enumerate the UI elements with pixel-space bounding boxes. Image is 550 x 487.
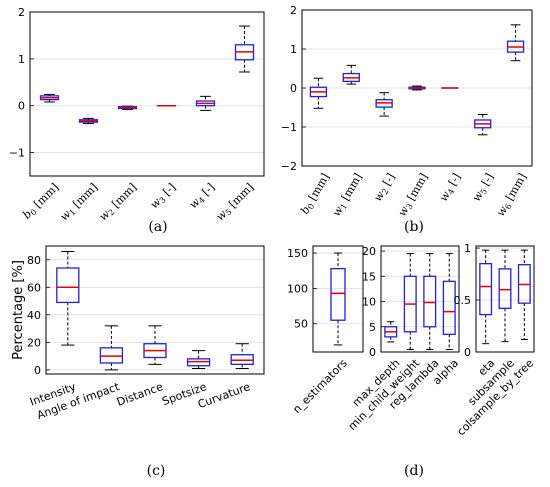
b-ytick-label: −2 xyxy=(281,160,297,173)
b-box-6 xyxy=(506,24,525,62)
d1-frame xyxy=(380,245,460,353)
d1-box-body xyxy=(442,280,456,335)
a-box-0 xyxy=(39,93,60,103)
a-frame xyxy=(29,11,265,177)
c-xtick-label: Distance xyxy=(115,380,165,409)
b-xtick-label: w3 [mm] xyxy=(396,171,432,219)
d0-axes: 50 100 150 xyxy=(287,245,364,353)
panel-d: 50100150n_estimators05101520max_depthmin… xyxy=(287,242,536,479)
c-box-4 xyxy=(230,343,254,369)
a-box-2 xyxy=(117,105,138,110)
a-ytick-label: −1 xyxy=(9,147,25,160)
a-ytick-label: 2 xyxy=(18,6,25,19)
c-panel-label: (c) xyxy=(147,463,166,479)
d0-frame xyxy=(312,245,364,353)
b-ytick-label: 1 xyxy=(290,43,297,56)
d1-box-2 xyxy=(423,253,437,350)
b-ytick-label: 2 xyxy=(290,4,297,17)
c-box-0 xyxy=(56,251,80,346)
a-box-5 xyxy=(234,25,255,73)
d2-frame xyxy=(475,245,535,353)
b-box-2 xyxy=(375,92,393,117)
d2-box-body xyxy=(479,263,493,316)
d1-ytick-label: 0 xyxy=(369,346,376,359)
d2-box-0 xyxy=(479,249,493,345)
b-panel-label: (b) xyxy=(404,219,424,235)
c-box-1 xyxy=(99,325,124,371)
c-axes: 0 20 40 60 80 xyxy=(27,245,265,377)
a-xtick-label: w1 [mm] xyxy=(58,181,102,225)
b-xtick-label: w4 [-] xyxy=(437,171,464,204)
b-ytick-label: −1 xyxy=(281,121,297,134)
b-xtick-label: w2 [-] xyxy=(371,171,398,204)
d1-ytick-label: 15 xyxy=(362,270,376,283)
a-panel-label: (a) xyxy=(148,219,167,235)
c-frame xyxy=(45,245,265,375)
panel-a: −1 0 1 2 b0 [mm]w1 [mm]w2 [mm] w3 [-] w4 [-]w5… xyxy=(9,6,265,235)
d-subplot-0: 50 100 150 n_estimators xyxy=(287,245,364,416)
a-axes: −1 0 1 2 xyxy=(9,6,265,177)
c-box-2 xyxy=(143,325,167,365)
d0-ytick-label: 50 xyxy=(294,318,308,331)
c-ytick-label: 80 xyxy=(27,254,41,267)
d1-ytick-label: 20 xyxy=(362,245,376,258)
d2-ytick-label: 1 xyxy=(464,242,471,255)
d2-box-1 xyxy=(498,249,512,343)
b-xtick-label: b0 [mm] xyxy=(298,171,333,217)
a-xtick-label: w5 [mm] xyxy=(214,181,258,225)
b-box-1 xyxy=(342,64,360,85)
c-ytick-label: 40 xyxy=(27,309,41,322)
c-box-3 xyxy=(186,350,211,369)
a-ytick-label: 1 xyxy=(18,53,25,66)
b-ytick-label: 0 xyxy=(290,82,297,95)
b-box-3 xyxy=(408,85,426,91)
d1-box-1 xyxy=(403,253,417,350)
d0-ytick-label: 150 xyxy=(287,247,308,260)
c-ytick-label: 20 xyxy=(27,336,41,349)
b-box-0 xyxy=(309,77,328,109)
d-panel-label: (d) xyxy=(404,463,424,479)
a-xtick-label: w3 [-] xyxy=(148,181,179,212)
d1-ytick-label: 10 xyxy=(362,296,376,309)
d2-box-2 xyxy=(517,249,531,341)
c-ytick-label: 0 xyxy=(34,364,41,377)
b-xtick-label: w1 [mm] xyxy=(330,171,366,219)
a-box-1 xyxy=(78,117,99,125)
d0-ytick-label: 100 xyxy=(287,282,308,295)
d2-ytick-label: 0 xyxy=(464,346,471,359)
c-ylabel: Percentage [%] xyxy=(11,260,26,360)
d1-box-3 xyxy=(442,253,456,350)
d2-box-body xyxy=(498,268,512,310)
d1-box-0 xyxy=(384,321,398,343)
a-box-4 xyxy=(195,95,216,111)
c-ytick-label: 60 xyxy=(27,281,41,294)
d1-box-body xyxy=(423,275,437,328)
a-xtick-label: b0 [mm] xyxy=(20,181,62,223)
panel-b: −2 −1 0 1 2 b0 [mm]w1 [mm] w2 [-]w3 [mm] w4 [-]… xyxy=(281,4,533,235)
b-xtick-label: w5 [-] xyxy=(470,171,497,204)
d2-axes: 00.51 xyxy=(454,242,535,359)
a-ytick-label: 0 xyxy=(18,100,25,113)
c-box-body xyxy=(56,267,80,304)
d2-ytick-label: 0.5 xyxy=(454,294,472,307)
d0-box-0 xyxy=(330,252,346,346)
a-xtick-label: w2 [mm] xyxy=(97,181,141,225)
d0-xtick-label: n_estimators xyxy=(290,356,350,416)
d0-box-body xyxy=(330,267,346,321)
d1-ytick-label: 5 xyxy=(369,321,376,334)
a-xtick-label: w4 [-] xyxy=(187,181,218,212)
b-frame xyxy=(301,9,533,167)
b-axes: −2 −1 0 1 2 xyxy=(281,4,533,173)
b-xtick-label: w6 [mm] xyxy=(494,171,530,219)
b-box-5 xyxy=(474,114,492,136)
